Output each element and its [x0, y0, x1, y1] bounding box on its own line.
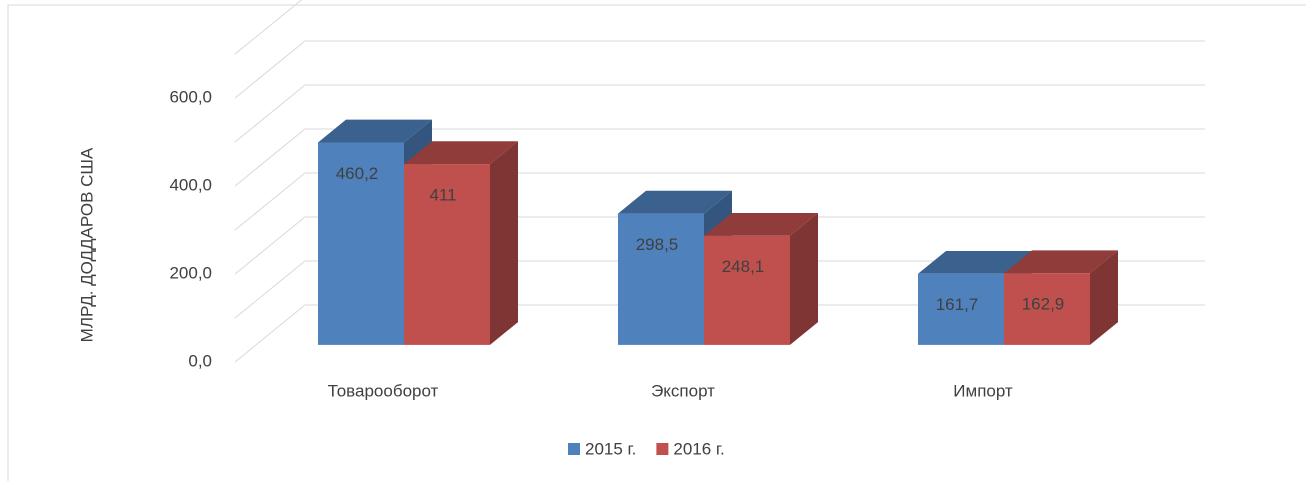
legend-label: 2015 г.: [585, 439, 636, 458]
bar: [1004, 273, 1090, 345]
bar: [404, 164, 490, 345]
bar-side: [790, 212, 818, 345]
bar: [918, 273, 1004, 345]
data-label: 162,9: [1022, 295, 1065, 314]
grid-line: [234, 84, 1205, 143]
bar-top: [618, 190, 732, 214]
bar-side: [490, 141, 518, 345]
x-tick-label: Товарооборот: [328, 381, 439, 400]
bar: [318, 142, 404, 345]
data-label: 460,2: [336, 164, 379, 183]
bar-top: [318, 119, 432, 143]
chart-frame: [7, 4, 1306, 481]
y-tick-label: 0,0: [188, 351, 212, 370]
grid-line: [234, 172, 1205, 231]
bar-top: [404, 141, 518, 165]
x-tick-label: Экспорт: [651, 381, 715, 400]
data-label: 411: [429, 186, 456, 205]
legend-label: 2016 г.: [673, 439, 724, 458]
bar: [618, 213, 704, 345]
data-label: 248,1: [722, 257, 765, 276]
legend-swatch: [656, 443, 669, 455]
grid-line: [234, 0, 303, 55]
grid-line: [234, 216, 1205, 275]
grid-line: [234, 128, 1205, 187]
data-label: 298,5: [636, 235, 679, 254]
y-tick-label: 400,0: [169, 176, 212, 195]
data-label: 161,7: [936, 295, 979, 314]
bar-top: [918, 250, 1032, 274]
x-tick-label: Импорт: [953, 381, 1013, 400]
y-tick-label: 600,0: [169, 88, 212, 107]
y-axis-title: МЛРД. ДОДДАРОВ США: [77, 147, 96, 342]
bar: [704, 235, 790, 345]
grid-line: [234, 40, 1205, 99]
grid-line: [234, 304, 1205, 363]
bar-top: [704, 212, 818, 236]
bar-side: [1090, 250, 1118, 345]
bar-top: [1004, 250, 1118, 274]
legend-swatch: [568, 443, 580, 455]
y-tick-label: 200,0: [169, 264, 212, 283]
grid-line: [234, 260, 1205, 319]
